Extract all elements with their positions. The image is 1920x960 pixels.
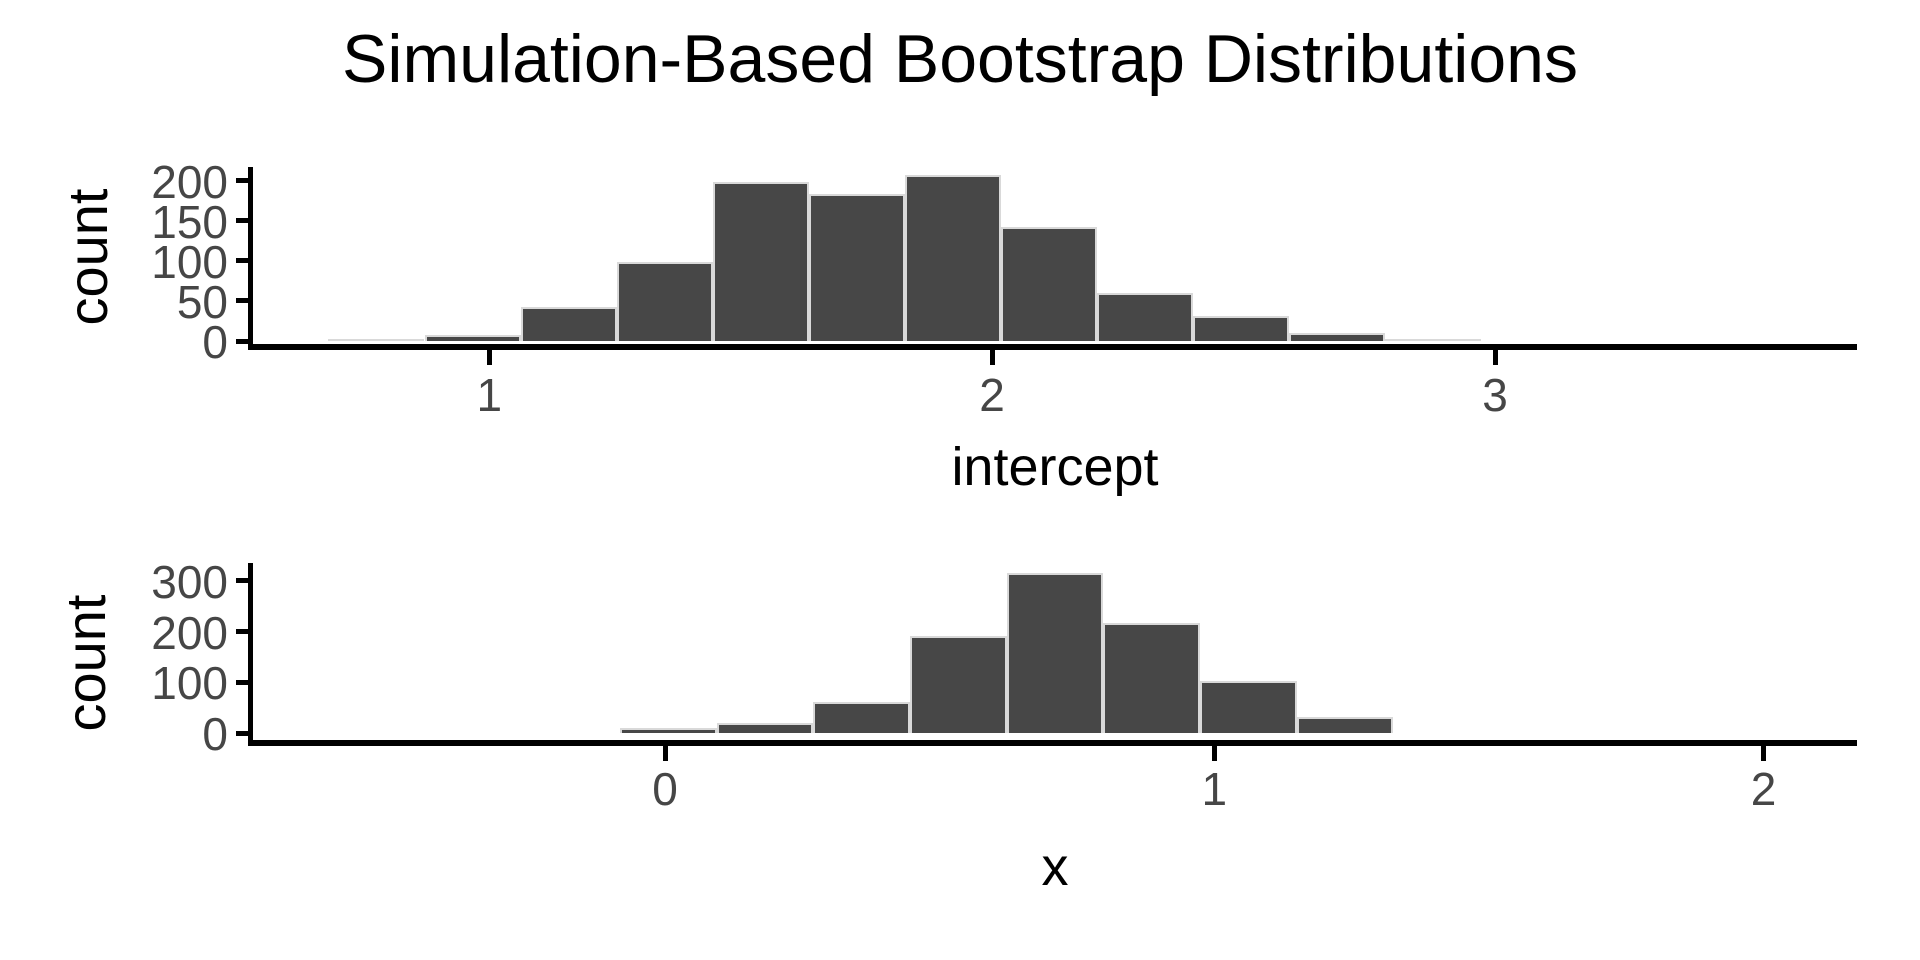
histogram-bar [328, 339, 425, 341]
histogram-bar [808, 193, 905, 341]
histogram-bar [712, 182, 809, 341]
y-tick-mark [236, 730, 251, 736]
histogram-bar [716, 723, 814, 733]
histogram-bar [910, 636, 1007, 733]
x-tick-label: 1 [476, 369, 503, 421]
x-tick-label: 0 [652, 763, 678, 815]
y-axis-title-x-panel: count [54, 594, 117, 732]
y-tick-label: 100 [151, 235, 228, 288]
histogram-bar [1103, 622, 1200, 733]
histogram-bar [1288, 333, 1385, 341]
y-tick-mark [236, 679, 251, 685]
histogram-bar [1192, 316, 1289, 341]
y-tick-mark [236, 298, 251, 304]
histogram-bar [1006, 573, 1104, 733]
y-tick-mark [236, 258, 251, 264]
y-tick-mark [236, 578, 251, 584]
x-tick-label: 2 [979, 369, 1005, 421]
y-tick-label: 0 [202, 316, 228, 368]
y-tick-label: 200 [151, 606, 228, 659]
x-tick-label: 3 [1482, 369, 1508, 421]
y-tick-mark [236, 338, 251, 344]
x-axis-title-intercept: intercept [951, 437, 1159, 497]
x-tick-mark [1211, 746, 1217, 761]
histogram-bar [1296, 717, 1394, 733]
histogram-bar [619, 727, 717, 733]
y-tick-mark [236, 178, 251, 184]
histogram-bar [1000, 227, 1097, 341]
histogram-bar [1200, 680, 1297, 733]
y-axis-title-intercept-panel: count [56, 188, 119, 326]
histogram-bar [813, 702, 910, 733]
chart-title: Simulation-Based Bootstrap Distributions [342, 21, 1578, 97]
y-tick-label: 0 [202, 708, 228, 760]
y-axis-line [248, 563, 253, 746]
x-tick-mark [1761, 746, 1767, 761]
histogram-bar [520, 306, 617, 341]
histogram-bar [1384, 339, 1481, 341]
x-axis-line [248, 344, 1857, 350]
y-tick-label: 150 [151, 195, 228, 248]
x-tick-mark [989, 350, 995, 365]
y-tick-label: 50 [176, 275, 228, 328]
x-axis-title-x: x [1041, 837, 1069, 897]
x-tick-label: 2 [1750, 763, 1777, 815]
histogram-bar [904, 175, 1001, 341]
x-tick-mark [486, 350, 492, 365]
y-tick-label: 100 [151, 657, 228, 710]
x-axis-line [248, 740, 1857, 746]
histogram-bar [616, 261, 713, 341]
y-tick-mark [236, 629, 251, 634]
y-tick-label: 200 [151, 155, 228, 208]
x-tick-label: 1 [1201, 763, 1228, 815]
x-tick-mark [662, 746, 668, 761]
histogram-bar [1096, 292, 1193, 341]
x-tick-mark [1492, 350, 1498, 365]
y-tick-mark [236, 218, 251, 224]
y-tick-label: 300 [151, 555, 228, 608]
histogram-bar [424, 335, 521, 341]
